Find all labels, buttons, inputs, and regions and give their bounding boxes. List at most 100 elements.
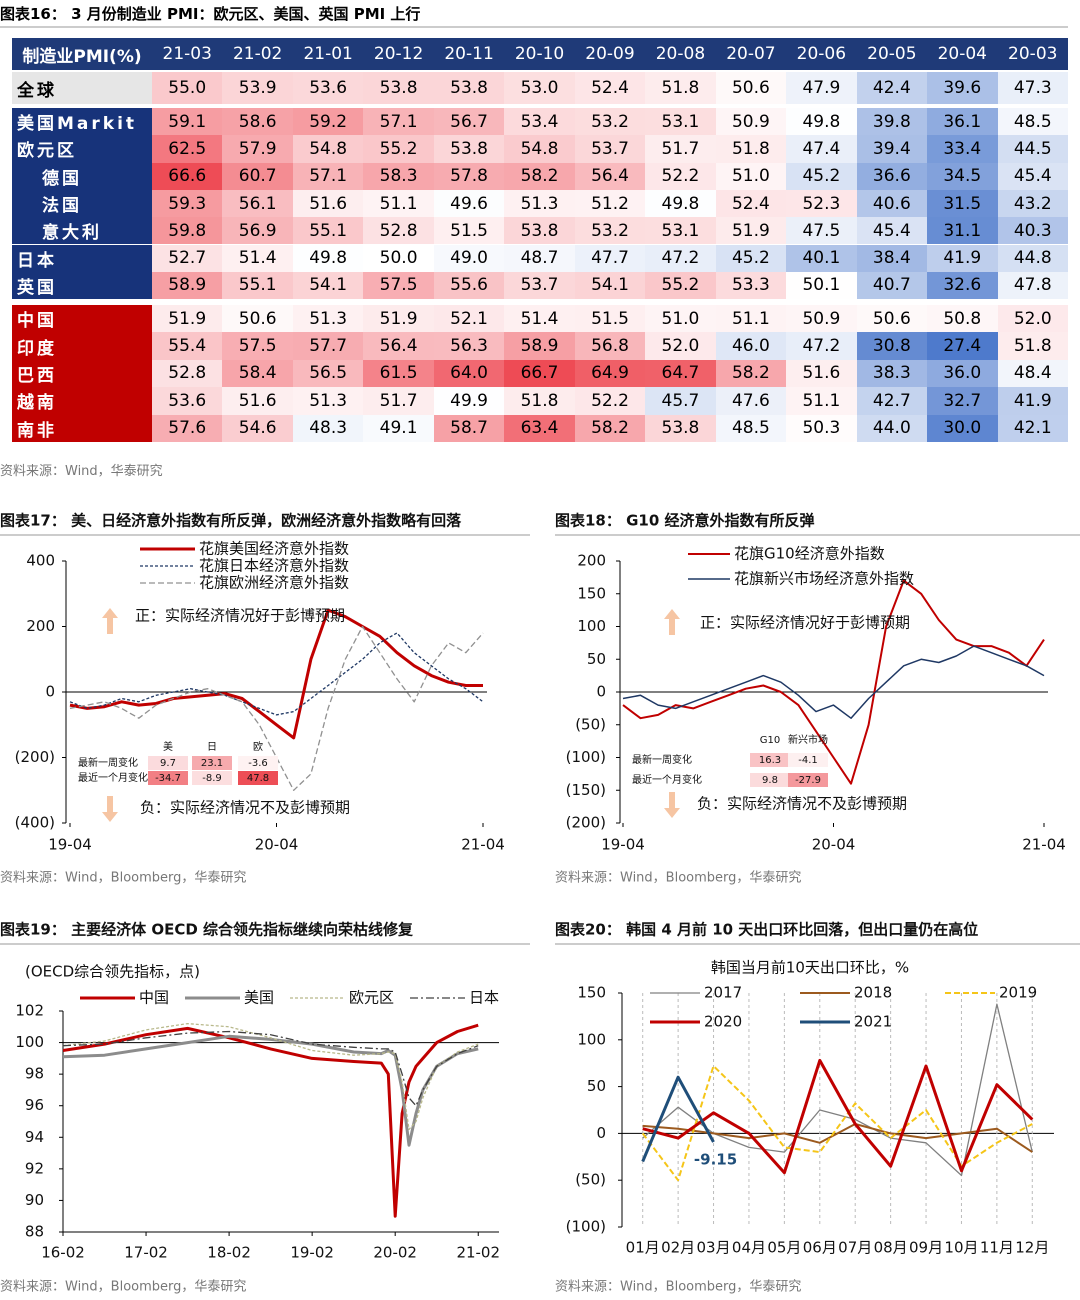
arrow-icon — [664, 609, 680, 635]
cell: 58.9 — [504, 332, 575, 360]
cell: 53.0 — [504, 72, 575, 104]
summary-cell — [750, 753, 790, 767]
cell: 45.7 — [645, 387, 716, 415]
cell: 51.6 — [786, 359, 857, 388]
x-tick-label: 03月 — [696, 1239, 730, 1257]
y-tick-label: (100) — [566, 748, 606, 766]
header-cell: 制造业PMI(%) — [12, 38, 152, 70]
cell: 47.5 — [786, 217, 857, 245]
x-tick-label: 07月 — [838, 1239, 872, 1257]
header-cell: 20-06 — [786, 38, 857, 70]
cell: 51.2 — [574, 189, 646, 218]
cell: 51.9 — [363, 305, 434, 333]
row-label: 欧元区 — [12, 135, 152, 163]
cell: 59.8 — [152, 217, 223, 245]
summary-cell — [148, 756, 188, 770]
cell: 39.4 — [856, 135, 928, 163]
series-line — [641, 1065, 1033, 1182]
cell: 53.1 — [645, 108, 716, 136]
summary-cell — [238, 756, 278, 770]
note: 正：实际经济情况好于彭博预期 — [700, 614, 910, 632]
cell: 41.9 — [927, 244, 998, 272]
cell: 51.6 — [292, 189, 364, 218]
cell: 59.2 — [292, 108, 364, 136]
cell: 52.7 — [152, 244, 223, 272]
cell: 48.5 — [997, 108, 1068, 136]
legend-label: 2020 — [704, 1013, 742, 1031]
cell: 33.4 — [927, 135, 998, 163]
cell: 52.8 — [152, 359, 223, 388]
y-tick-label: 88 — [25, 1223, 44, 1241]
cell: 50.1 — [786, 271, 857, 300]
legend-label: 花旗美国经济意外指数 — [199, 540, 349, 558]
cell: 53.8 — [363, 72, 434, 104]
cell: 45.4 — [856, 217, 928, 245]
cell: 41.9 — [997, 387, 1068, 415]
cell: 58.2 — [504, 162, 575, 190]
cell: 44.0 — [856, 414, 928, 442]
cell: 66.6 — [152, 162, 223, 190]
cell: 53.2 — [574, 108, 646, 136]
y-tick-label: (150) — [566, 781, 606, 799]
cell: 51.5 — [574, 305, 646, 333]
summary-value: -27.9 — [795, 775, 821, 786]
cell: 36.6 — [856, 162, 928, 190]
pmi-table: 制造业PMI(%) 21-03 21-02 21-01 20-12 20-11 20-10 2… — [12, 38, 1068, 442]
cell: 31.5 — [927, 189, 998, 218]
cell: 56.5 — [292, 359, 364, 388]
series-line — [622, 579, 1045, 785]
cell: 56.4 — [363, 332, 434, 360]
y-tick-label: (200) — [15, 748, 55, 766]
row-label: 意大利 — [12, 217, 152, 245]
y-tick-label: (200) — [566, 814, 606, 832]
header-cell: 21-01 — [292, 38, 364, 70]
row-label: 巴西 — [12, 359, 152, 388]
legend-label: 2017 — [704, 984, 742, 1002]
cell: 58.2 — [574, 414, 646, 442]
y-tick-label: 0 — [45, 683, 55, 701]
arrow-icon — [664, 792, 680, 818]
series-line — [641, 1075, 715, 1163]
legend-label: 中国 — [139, 989, 169, 1007]
y-tick-label: 100 — [577, 617, 606, 635]
y-tick-label: 200 — [577, 552, 606, 570]
cell: 52.0 — [997, 305, 1068, 333]
cell: 50.9 — [786, 305, 857, 333]
header-cell: 20-12 — [363, 38, 434, 70]
x-tick-label: 11月 — [980, 1239, 1014, 1257]
cell: 54.1 — [574, 271, 646, 300]
cell: 51.4 — [222, 244, 293, 272]
cell: 38.3 — [856, 359, 928, 388]
cell: 50.6 — [715, 72, 787, 104]
cell: 47.3 — [997, 72, 1068, 104]
cell: 64.9 — [574, 359, 646, 388]
cell: 55.0 — [152, 72, 223, 104]
subtitle: (OECD综合领先指标，点) — [25, 963, 200, 981]
cell: 58.3 — [363, 162, 434, 190]
header-cell: 20-09 — [574, 38, 646, 70]
row-label: 美国Markit — [12, 108, 152, 136]
cell: 53.8 — [433, 135, 505, 163]
summary-value: -4.1 — [798, 755, 818, 766]
cell: 52.8 — [363, 217, 434, 245]
cell: 56.8 — [574, 332, 646, 360]
cell: 52.2 — [645, 162, 716, 190]
data-label: -9.15 — [694, 1150, 737, 1168]
cell: 57.6 — [152, 414, 223, 442]
legend-label: 日本 — [469, 989, 499, 1007]
cell: 52.0 — [645, 332, 716, 360]
header-cell: 20-03 — [997, 38, 1068, 70]
cell: 47.4 — [786, 135, 857, 163]
cell: 55.1 — [292, 217, 364, 245]
row-label: 南非 — [12, 414, 152, 442]
chart-title: 图表20： 韩国 4 月前 10 天出口环比回落，但出口量仍在高位 — [555, 921, 978, 939]
summary-value: 9.7 — [160, 758, 176, 769]
y-tick-label: (50) — [575, 1171, 606, 1189]
legend-label: 花旗G10经济意外指数 — [734, 545, 885, 563]
series-line — [642, 1058, 1034, 1175]
cell: 57.7 — [292, 332, 364, 360]
header-cell: 20-04 — [927, 38, 998, 70]
cell: 51.7 — [363, 387, 434, 415]
cell: 30.0 — [927, 414, 998, 442]
